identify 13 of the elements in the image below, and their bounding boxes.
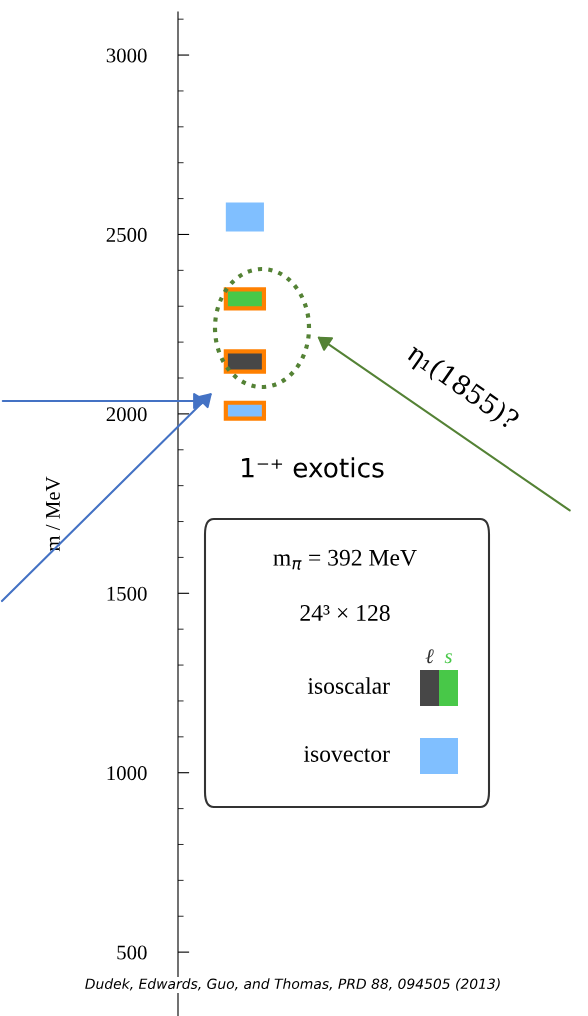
y-tick-label: 3000	[106, 48, 147, 63]
text: m$_{π}$ = 392 MeV 24³ × 128	[273, 549, 417, 621]
legend-label: isovector	[303, 746, 390, 762]
annotation: ℓ	[425, 649, 434, 664]
legend-label: isoscalar	[307, 677, 390, 694]
annotation: s	[444, 653, 452, 664]
y-tick-label: 1500	[107, 586, 147, 601]
annotation: Dudek, Edwards, Guo, and Thomas, PRD 88, 094505 (2013)	[85, 978, 500, 991]
y-tick-label: 2500	[106, 227, 147, 242]
y-tick-label: 2000	[106, 407, 147, 422]
y-tick-label: 1000	[107, 766, 147, 781]
annotation: 1⁻⁺ exotics	[242, 457, 384, 478]
y-tick-label: 500	[117, 945, 147, 960]
